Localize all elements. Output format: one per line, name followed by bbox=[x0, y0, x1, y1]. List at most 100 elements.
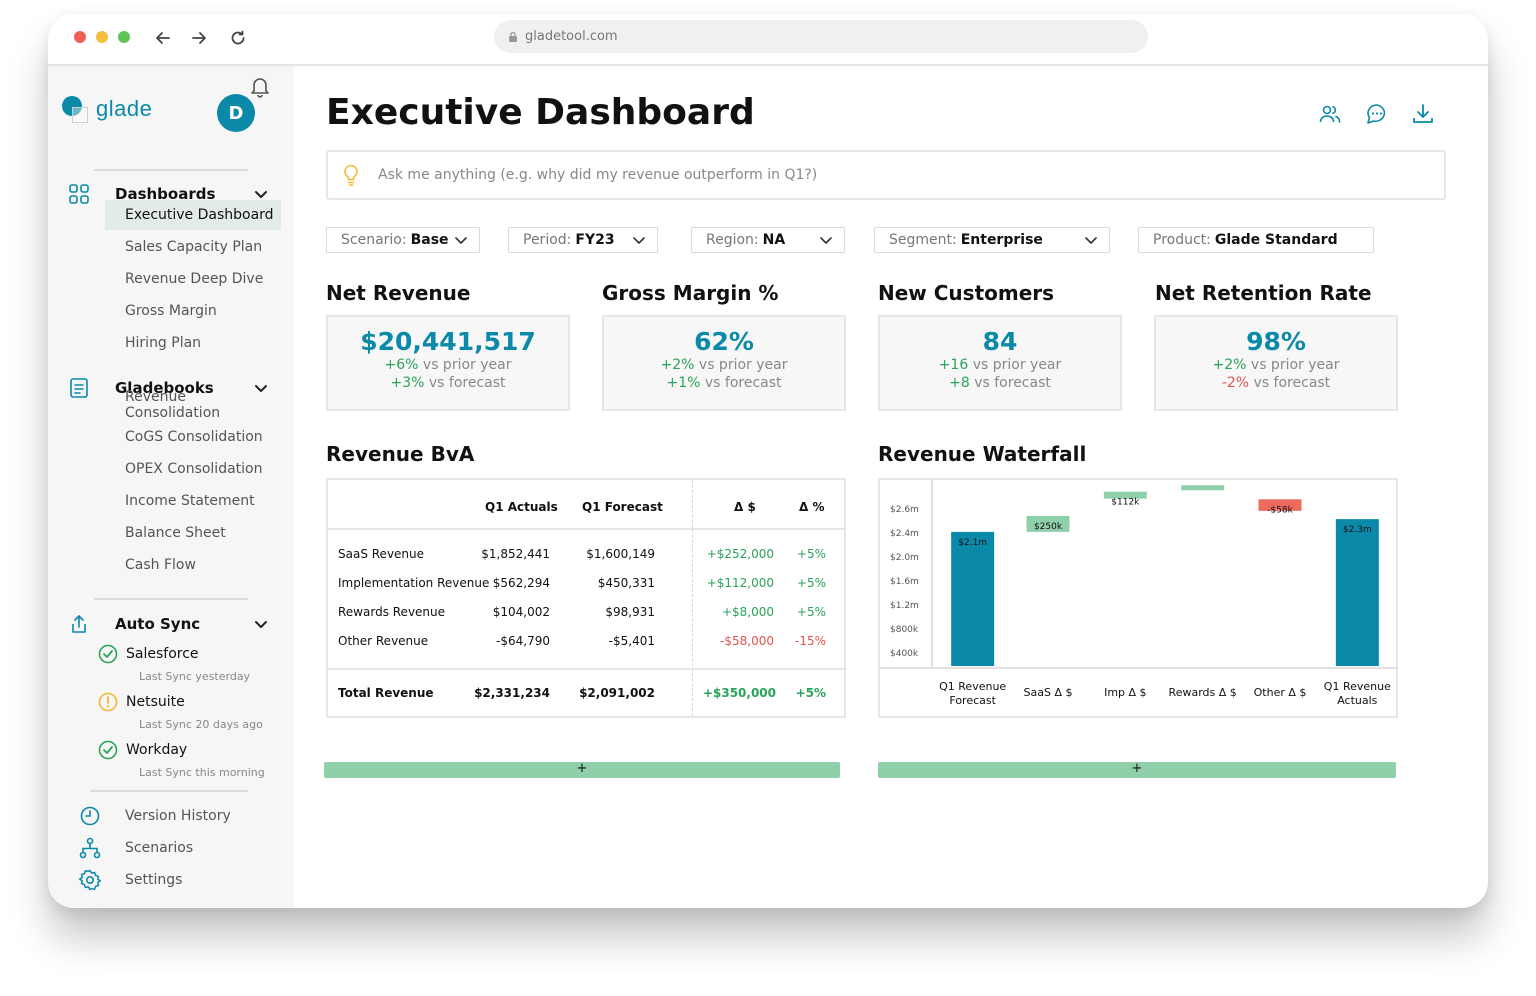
chevron-down-icon bbox=[455, 237, 467, 244]
address-bar[interactable]: gladetool.com bbox=[494, 20, 1148, 53]
waterfall-chart-panel: $2.6m $2.4m $2.0m $1.6m $1.2m $800k $400k $2.1m… bbox=[878, 478, 1398, 718]
kpi-value: 62% bbox=[694, 327, 754, 356]
row-name: Rewards Revenue bbox=[338, 605, 446, 619]
share-upload-icon bbox=[68, 613, 94, 635]
sidebar-item-sales-capacity-plan[interactable]: Sales Capacity Plan bbox=[125, 239, 263, 255]
column-header: Δ % bbox=[799, 500, 825, 514]
filter-label: Scenario: bbox=[341, 232, 407, 248]
row-actuals: $104,002 bbox=[492, 605, 550, 619]
sidebar-item-gross-margin[interactable]: Gross Margin bbox=[125, 303, 217, 319]
table-divider bbox=[692, 480, 693, 716]
back-arrow-icon[interactable] bbox=[149, 24, 177, 52]
sidebar-item-revenue-deep-dive[interactable]: Revenue Deep Dive bbox=[125, 271, 264, 287]
bell-icon[interactable] bbox=[248, 74, 272, 102]
filter-label: Product: bbox=[1153, 232, 1211, 248]
sidebar-section-dashboards[interactable]: Dashboards bbox=[68, 182, 268, 206]
row-actuals: $1,852,441 bbox=[481, 547, 550, 561]
row-forecast: $2,091,002 bbox=[579, 686, 655, 700]
filter-period[interactable]: Period: FY23 bbox=[508, 227, 658, 253]
grid-icon bbox=[68, 183, 94, 205]
sidebar-item-income-statement[interactable]: Income Statement bbox=[125, 493, 255, 509]
filter-value: Glade Standard bbox=[1214, 232, 1338, 248]
x-tick-label: SaaS Δ $ bbox=[1024, 686, 1073, 699]
filter-segment[interactable]: Segment: Enterprise bbox=[874, 227, 1110, 253]
row-pct: -15% bbox=[794, 634, 826, 648]
x-tick-label: Q1 Revenue bbox=[939, 680, 1006, 693]
sync-status: Last Sync 20 days ago bbox=[139, 718, 263, 731]
row-name: Other Revenue bbox=[338, 634, 429, 648]
check-circle-icon bbox=[98, 740, 118, 760]
logo-text: glade bbox=[96, 96, 153, 121]
browser-chrome: gladetool.com bbox=[48, 14, 1488, 66]
sync-name: Workday bbox=[126, 742, 188, 758]
y-tick-label: $1.6m bbox=[890, 577, 919, 587]
row-name: Total Revenue bbox=[338, 686, 434, 700]
bva-title: Revenue BvA bbox=[326, 442, 475, 466]
sidebar-item-cash-flow[interactable]: Cash Flow bbox=[125, 557, 196, 573]
sidebar-item-scenarios[interactable]: Scenarios bbox=[76, 835, 193, 861]
kpi-delta-text: vs prior year bbox=[698, 357, 788, 373]
filter-product[interactable]: Product: Glade Standard bbox=[1138, 227, 1374, 253]
download-icon[interactable] bbox=[1411, 102, 1435, 130]
gear-icon bbox=[76, 868, 104, 892]
bva-table: Q1 Actuals Q1 Forecast Δ $ Δ % SaaS Reve… bbox=[326, 478, 846, 718]
sidebar-item-hiring-plan[interactable]: Hiring Plan bbox=[125, 335, 202, 351]
row-pct: +5% bbox=[796, 576, 826, 590]
avatar[interactable]: D bbox=[217, 94, 255, 132]
maximize-window-button[interactable] bbox=[118, 31, 130, 43]
row-pct: +5% bbox=[796, 547, 826, 561]
sync-name: Salesforce bbox=[126, 646, 199, 662]
sidebar-section-gladebooks[interactable]: Gladebooks bbox=[68, 376, 268, 400]
row-actuals: -$64,790 bbox=[496, 634, 550, 648]
waterfall-bar bbox=[1335, 519, 1379, 666]
sidebar-divider bbox=[94, 598, 248, 600]
chevron-down-icon bbox=[820, 237, 832, 244]
sidebar-item-version-history[interactable]: Version History bbox=[76, 803, 231, 829]
bar-data-label: $2.3m bbox=[1343, 525, 1372, 535]
sidebar-item-opex-consolidation[interactable]: OPEX Consolidation bbox=[125, 461, 263, 477]
table-divider bbox=[328, 668, 844, 670]
filter-region[interactable]: Region: NA bbox=[691, 227, 845, 253]
sync-item-workday[interactable]: Workday bbox=[98, 739, 187, 761]
kpi-title-new-customers: New Customers bbox=[878, 281, 1055, 305]
row-actuals: $562,294 bbox=[492, 576, 550, 590]
sync-item-netsuite[interactable]: Netsuite bbox=[98, 691, 185, 713]
page-title: Executive Dashboard bbox=[326, 92, 755, 133]
filter-value: NA bbox=[762, 232, 786, 248]
kpi-delta: +2% bbox=[660, 357, 695, 373]
filter-scenario[interactable]: Scenario: Base bbox=[326, 227, 480, 253]
x-tick-label: Forecast bbox=[949, 694, 996, 707]
sidebar-item-settings[interactable]: Settings bbox=[76, 867, 182, 893]
browser-window: gladetool.com glade D Dashboards Executi… bbox=[48, 14, 1488, 908]
glade-logo[interactable]: glade bbox=[62, 94, 182, 130]
sync-item-salesforce[interactable]: Salesforce bbox=[98, 643, 199, 665]
kpi-title-net-retention: Net Retention Rate bbox=[1155, 281, 1372, 305]
sidebar-item-revenue-consolidation[interactable]: Revenue Consolidation bbox=[125, 389, 221, 421]
sidebar-item-balance-sheet[interactable]: Balance Sheet bbox=[125, 525, 226, 541]
sidebar-section-label: Auto Sync bbox=[115, 615, 201, 633]
add-widget-button-right[interactable]: + bbox=[878, 762, 1396, 778]
ask-bar[interactable] bbox=[326, 150, 1446, 200]
filter-value: Base bbox=[410, 232, 449, 248]
x-tick-label: Rewards Δ $ bbox=[1169, 686, 1237, 699]
forward-arrow-icon[interactable] bbox=[185, 24, 213, 52]
waterfall-bar bbox=[1181, 485, 1225, 491]
table-divider bbox=[328, 528, 844, 530]
y-tick-label: $2.4m bbox=[890, 529, 919, 539]
sidebar-item-executive-dashboard[interactable]: Executive Dashboard bbox=[105, 200, 281, 230]
ask-input[interactable] bbox=[378, 167, 1278, 183]
minimize-window-button[interactable] bbox=[96, 31, 108, 43]
sidebar-section-auto-sync[interactable]: Auto Sync bbox=[68, 612, 268, 636]
reload-icon[interactable] bbox=[224, 24, 252, 52]
users-icon[interactable] bbox=[1318, 102, 1342, 130]
filter-value: FY23 bbox=[575, 232, 615, 248]
y-tick-label: $2.6m bbox=[890, 505, 919, 515]
add-widget-button-left[interactable]: + bbox=[324, 762, 840, 778]
row-delta: +$112,000 bbox=[706, 576, 774, 590]
chat-icon[interactable] bbox=[1365, 102, 1389, 130]
sidebar-item-cogs-consolidation[interactable]: CoGS Consolidation bbox=[125, 429, 263, 445]
kpi-title-net-revenue: Net Revenue bbox=[326, 281, 471, 305]
warning-circle-icon bbox=[98, 692, 118, 712]
close-window-button[interactable] bbox=[74, 31, 86, 43]
bar-data-label: $2.1m bbox=[958, 538, 987, 548]
